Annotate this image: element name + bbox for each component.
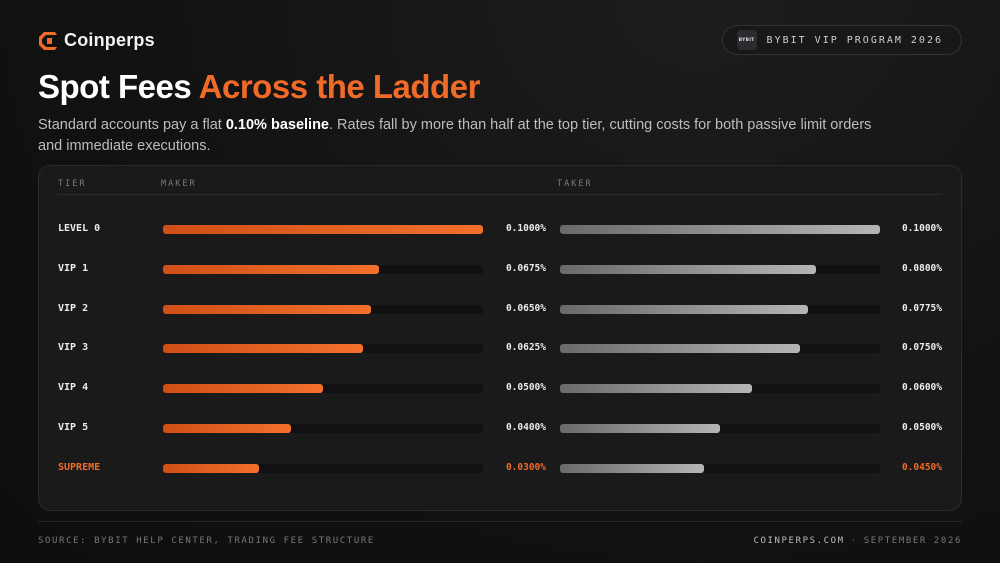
title-part-2: Across the Ladder [198,68,481,105]
taker-bar [560,264,816,274]
brand-logo: Coinperps [38,30,155,51]
maker-bar-track [163,225,483,234]
taker-value-label: 0.0500% [901,422,942,433]
page-subtitle: Standard accounts pay a flat 0.10% basel… [38,115,878,157]
subtitle-bold: 0.10% baseline [225,117,329,133]
maker-value-label: 0.0675% [505,262,546,274]
tier-label: VIP 4 [58,382,89,394]
maker-bar-track [163,384,483,394]
maker-bar [163,424,291,433]
taker-bar-track [560,463,880,473]
coinperps-logo-icon [38,31,58,51]
tier-row: VIP 1 0.0675% 0.0800% [0,263,1000,277]
maker-value-label: 0.0500% [505,382,546,394]
taker-bar [560,225,880,234]
bybit-logo-icon: BYBIT [736,30,757,50]
tier-row: VIP 5 0.0400% 0.0500% [0,422,1000,436]
subtitle-post: . Rates fall by more than half at the to… [38,117,872,154]
maker-bar [163,304,371,314]
maker-value-label: 0.0300% [505,461,546,473]
maker-bar-track [163,463,483,473]
taker-value-label: 0.0600% [901,382,942,394]
taker-value-label: 0.0750% [901,342,942,354]
maker-bar [163,225,483,234]
subtitle-pre: Standard accounts pay a flat [38,117,226,133]
tier-row: VIP 2 0.0650% 0.0775% [0,303,1000,317]
maker-bar [163,344,363,354]
tier-label: VIP 1 [58,262,89,274]
taker-value-label: 0.1000% [901,223,942,234]
column-header-taker: TAKER [557,179,593,189]
taker-bar [560,463,704,473]
taker-value-label: 0.0775% [901,302,942,314]
tier-label: VIP 5 [58,422,89,433]
footer-site: COINPERPS.COM [753,536,845,546]
taker-bar [560,304,808,314]
tier-row: VIP 4 0.0500% 0.0600% [0,382,1000,396]
maker-bar-track [163,424,483,433]
taker-value-label: 0.0800% [901,262,942,274]
tier-label: LEVEL 0 [58,223,101,234]
footer-date: SEPTEMBER 2026 [863,536,962,546]
program-badge: BYBIT BYBIT VIP PROGRAM 2026 [721,25,962,55]
tier-label: VIP 3 [58,342,89,354]
tier-row: VIP 3 0.0625% 0.0750% [0,342,1000,356]
taker-bar-track [560,225,880,234]
taker-bar [560,344,800,354]
maker-value-label: 0.0650% [505,302,546,314]
maker-value-label: 0.0400% [505,422,546,433]
maker-bar-track [163,264,483,274]
maker-bar-track [163,304,483,314]
taker-bar-track [560,264,880,274]
tier-label: SUPREME [58,461,101,473]
taker-bar [560,424,720,433]
footer-credits: COINPERPS.COM · SEPTEMBER 2026 [753,536,962,546]
taker-bar-track [560,384,880,394]
footer-source: SOURCE: BYBIT HELP CENTER, TRADING FEE S… [38,536,375,546]
footer-divider [38,521,962,522]
tier-row: SUPREME 0.0300% 0.0450% [0,462,1000,476]
taker-bar-track [560,344,880,354]
maker-bar [163,264,379,274]
chart-card [38,165,962,511]
maker-bar-track [163,344,483,354]
taker-value-label: 0.0450% [901,461,942,473]
taker-bar-track [560,424,880,433]
taker-bar [560,384,752,394]
title-part-1: Spot Fees [38,68,192,105]
program-label: BYBIT VIP PROGRAM 2026 [766,34,943,46]
column-header-tier: TIER [58,179,87,189]
brand-name: Coinperps [64,30,155,50]
header-divider [57,194,942,195]
maker-value-label: 0.1000% [505,223,546,234]
maker-bar [163,384,323,394]
maker-bar [163,463,259,473]
tier-row: LEVEL 0 0.1000% 0.1000% [0,223,1000,237]
maker-value-label: 0.0625% [505,342,546,354]
page-title: Spot Fees Across the Ladder [38,68,480,106]
column-header-maker: MAKER [161,179,197,189]
tier-label: VIP 2 [58,302,89,314]
taker-bar-track [560,304,880,314]
